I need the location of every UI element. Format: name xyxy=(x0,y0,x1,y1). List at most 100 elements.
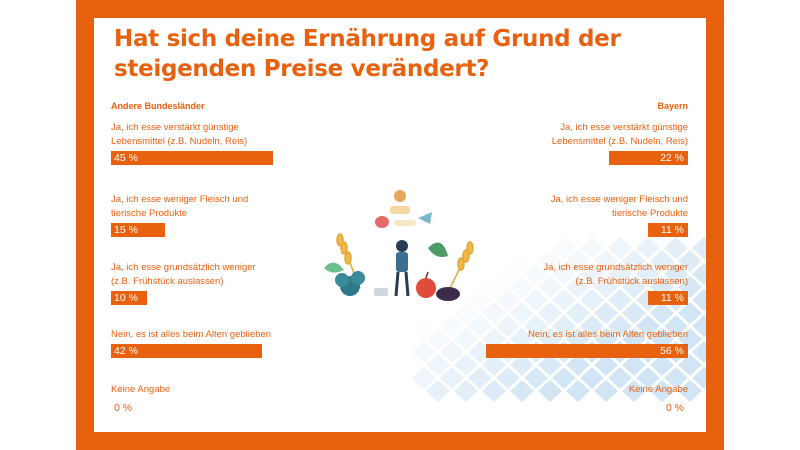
left-category-label: Ja, ich esse grundsätzlich weniger (z.B. … xyxy=(111,261,311,289)
pattern-diamond xyxy=(538,302,562,324)
pattern-diamond xyxy=(510,354,534,376)
left-category-label: Nein, es ist alles beim Alten geblieben xyxy=(111,328,311,342)
pattern-diamond xyxy=(468,367,492,389)
pattern-diamond xyxy=(426,380,450,402)
pattern-diamond xyxy=(622,354,646,376)
pattern-diamond xyxy=(636,237,660,259)
pattern-diamond xyxy=(454,328,478,350)
left-value-label: 42 % xyxy=(114,345,138,357)
pattern-diamond xyxy=(692,289,706,311)
left-category-label-line: Keine Angabe xyxy=(111,384,171,395)
pattern-diamond xyxy=(608,367,632,389)
pattern-diamond xyxy=(636,367,660,389)
pattern-diamond xyxy=(412,341,436,363)
right-category-label-line: Ja, ich esse weniger Fleisch und xyxy=(550,194,688,205)
pattern-diamond xyxy=(664,315,688,337)
pattern-diamond xyxy=(692,263,706,285)
pattern-diamond xyxy=(622,380,646,402)
pattern-diamond xyxy=(468,289,492,311)
food-illustration xyxy=(324,190,474,301)
pattern-diamond xyxy=(524,263,548,285)
right-category-label-line: tierische Produkte xyxy=(611,208,688,219)
pattern-diamond xyxy=(552,263,576,285)
pattern-diamond xyxy=(426,354,450,376)
pattern-diamond xyxy=(510,276,534,298)
pattern-diamond xyxy=(496,263,520,285)
left-value-label: 15 % xyxy=(114,224,138,236)
left-bar xyxy=(111,344,263,358)
pattern-diamond xyxy=(566,302,590,324)
pattern-diamond xyxy=(510,380,534,402)
pattern-diamond xyxy=(608,315,632,337)
right-bar xyxy=(648,223,688,237)
pattern-diamond xyxy=(622,302,646,324)
right-value-label: 0 % xyxy=(665,402,684,414)
pattern-diamond xyxy=(678,302,702,324)
right-value-label: 56 % xyxy=(660,345,684,357)
pattern-diamond xyxy=(552,315,576,337)
left-value-label: 10 % xyxy=(114,292,138,304)
left-category-label-line: tierische Produkte xyxy=(111,208,188,219)
pattern-diamond xyxy=(538,354,562,376)
pattern-diamond xyxy=(650,354,674,376)
pattern-diamond xyxy=(538,276,562,298)
pattern-diamond xyxy=(524,289,548,311)
pattern-diamond xyxy=(524,367,548,389)
pattern-diamond xyxy=(454,302,478,324)
pattern-diamond xyxy=(454,354,478,376)
pattern-diamond xyxy=(524,315,548,337)
pattern-diamond xyxy=(496,289,520,311)
pattern-diamond xyxy=(692,341,706,363)
pattern-diamond xyxy=(580,289,604,311)
pattern-diamond xyxy=(636,315,660,337)
right-bar xyxy=(608,151,688,165)
right-category-label: Ja, ich esse grundsätzlich weniger (z.B. … xyxy=(488,261,688,289)
pattern-diamond xyxy=(580,263,604,285)
pattern-diamond xyxy=(538,250,562,272)
right-value-label: 11 % xyxy=(660,224,684,236)
right-category-label-line: Keine Angabe xyxy=(628,384,688,395)
pattern-diamond xyxy=(496,367,520,389)
pattern-diamond xyxy=(566,250,590,272)
pattern-diamond xyxy=(580,367,604,389)
pattern-diamond xyxy=(566,276,590,298)
left-bar xyxy=(111,291,147,305)
left-category-label-line: Ja, ich esse weniger Fleisch und xyxy=(111,194,249,205)
pattern-diamond xyxy=(440,341,464,363)
right-category-label-line: Nein, es ist alles beim Alten geblieben xyxy=(527,329,688,340)
pattern-diamond xyxy=(510,302,534,324)
left-category-label-line: Nein, es ist alles beim Alten geblieben xyxy=(111,329,272,340)
pattern-diamond xyxy=(412,367,436,389)
pattern-diamond xyxy=(580,315,604,337)
pattern-diamond xyxy=(440,315,464,337)
pattern-diamond xyxy=(594,354,618,376)
left-bar xyxy=(111,151,273,165)
pattern-diamond xyxy=(566,380,590,402)
pattern-diamond xyxy=(454,380,478,402)
left-category-label: Keine Angabe xyxy=(111,383,311,397)
pattern-diamond xyxy=(468,341,492,363)
legend-right-group: Bayern xyxy=(657,101,688,111)
pattern-diamond xyxy=(482,354,506,376)
pattern-diamond xyxy=(692,367,706,389)
pattern-diamond xyxy=(608,263,632,285)
right-category-label: Nein, es ist alles beim Alten geblieben xyxy=(488,328,688,342)
pattern-diamond xyxy=(468,315,492,337)
left-category-label-line: Ja, ich esse grundsätzlich weniger xyxy=(111,262,256,273)
right-category-label-line: Ja, ich esse grundsätzlich weniger xyxy=(543,262,688,273)
right-category-label-line: Ja, ich esse verstärkt günstige xyxy=(560,122,688,133)
pattern-diamond xyxy=(594,250,618,272)
chart-title: Hat sich deine Ernährung auf Grund der s… xyxy=(114,24,694,84)
pattern-diamond xyxy=(650,380,674,402)
left-category-label: Ja, ich esse verstärkt günstige Lebensmit… xyxy=(111,121,311,149)
title-line-1: Hat sich deine Ernährung auf Grund der xyxy=(114,26,621,52)
right-category-label: Keine Angabe xyxy=(488,383,688,397)
pattern-diamond xyxy=(650,302,674,324)
legend-left-group: Andere Bundesländer xyxy=(111,101,205,111)
right-value-label: 22 % xyxy=(660,152,684,164)
right-category-label: Ja, ich esse weniger Fleisch und tierisch… xyxy=(488,193,688,221)
pattern-diamond xyxy=(566,354,590,376)
pattern-diamond xyxy=(636,263,660,285)
pattern-diamond xyxy=(552,237,576,259)
pattern-diamond xyxy=(608,289,632,311)
